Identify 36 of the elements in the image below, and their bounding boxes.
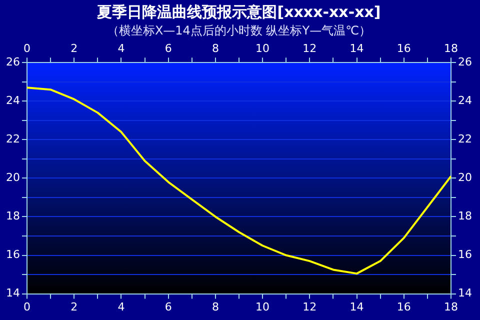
x-tick-label: 18 [444,300,458,314]
chart-title: 夏季日降温曲线预报示意图[xxxx-xx-xx] [96,2,381,21]
x-tick-label: 6 [164,300,172,314]
x2-tick-label: 4 [118,42,125,55]
y2-tick-label: 18 [458,210,472,223]
x2-tick-label: 0 [23,42,30,55]
y-tick-label: 16 [6,248,20,262]
x2-tick-label: 18 [444,42,458,55]
y2-tick-label: 24 [458,94,472,107]
y-tick-label: 18 [6,210,20,223]
y-tick-label: 20 [6,171,20,184]
x-tick-label: 12 [302,300,317,314]
x2-tick-label: 2 [70,42,78,55]
x2-tick-label: 8 [212,42,219,55]
x-tick-label: 4 [118,300,125,314]
x2-tick-label: 14 [350,42,364,55]
x2-tick-label: 6 [164,42,172,55]
x-tick-label: 0 [23,300,30,314]
y2-tick-label: 22 [458,132,472,146]
x-tick-label: 14 [350,300,364,314]
y-tick-label: 22 [6,132,20,146]
y2-tick-label: 16 [458,248,472,262]
x-tick-label: 10 [256,300,270,314]
x-tick-label: 8 [212,300,219,314]
y-tick-label: 14 [6,286,20,300]
x2-tick-label: 12 [302,42,317,55]
x2-tick-label: 10 [256,42,270,55]
chart-subtitle: （横坐标X—14点后的小时数 纵坐标Y—气温℃） [106,23,372,38]
y-tick-label: 24 [6,94,20,107]
y-tick-label: 26 [6,55,20,68]
y2-tick-label: 26 [458,55,472,68]
y2-tick-label: 14 [458,286,472,300]
x-tick-label: 2 [70,300,78,314]
x-tick-label: 16 [396,300,411,314]
y2-tick-label: 20 [458,171,472,184]
x2-tick-label: 16 [396,42,411,55]
